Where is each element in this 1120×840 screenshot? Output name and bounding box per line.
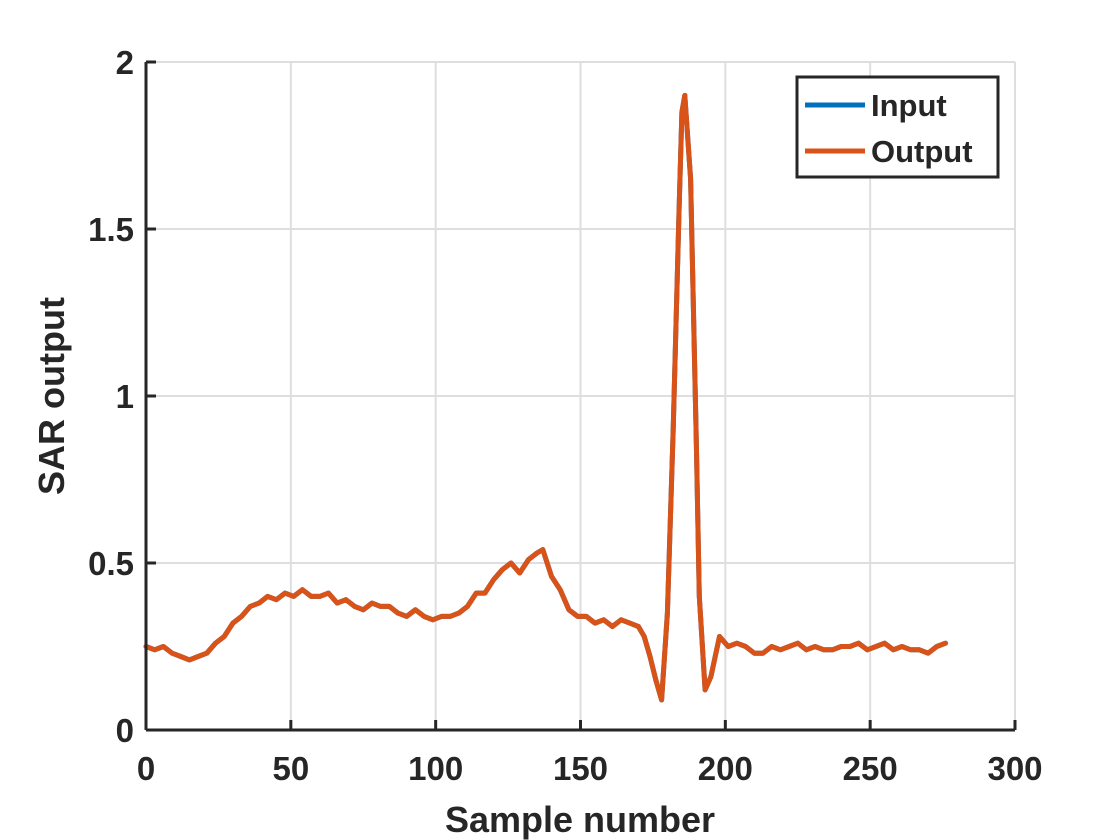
- x-tick-label: 250: [843, 750, 898, 787]
- x-tick-label: 100: [408, 750, 463, 787]
- y-axis-label: SAR output: [31, 297, 72, 495]
- x-tick-label: 50: [272, 750, 309, 787]
- y-tick-label: 0: [116, 712, 134, 749]
- axes: [144, 60, 1017, 732]
- legend-label-output: Output: [871, 134, 973, 169]
- y-tick-label: 2: [116, 44, 134, 81]
- x-axis-label: Sample number: [445, 799, 715, 840]
- legend-label-input: Input: [871, 88, 947, 123]
- series-lines: [143, 92, 948, 703]
- y-tick-label: 1: [116, 378, 134, 415]
- series-line-output: [143, 92, 948, 703]
- x-tick-label: 150: [553, 750, 608, 787]
- y-tick-label: 1.5: [88, 211, 134, 248]
- y-tick-label: 0.5: [88, 545, 134, 582]
- x-tick-label: 300: [987, 750, 1042, 787]
- x-tick-label: 200: [698, 750, 753, 787]
- legend-box: [795, 75, 1000, 179]
- legend: Input Output: [795, 75, 1000, 179]
- x-tick-label: 0: [137, 750, 155, 787]
- tick-labels: 0 50 100 150 200 250 300 0 0.5 1 1.5 2: [88, 44, 1042, 787]
